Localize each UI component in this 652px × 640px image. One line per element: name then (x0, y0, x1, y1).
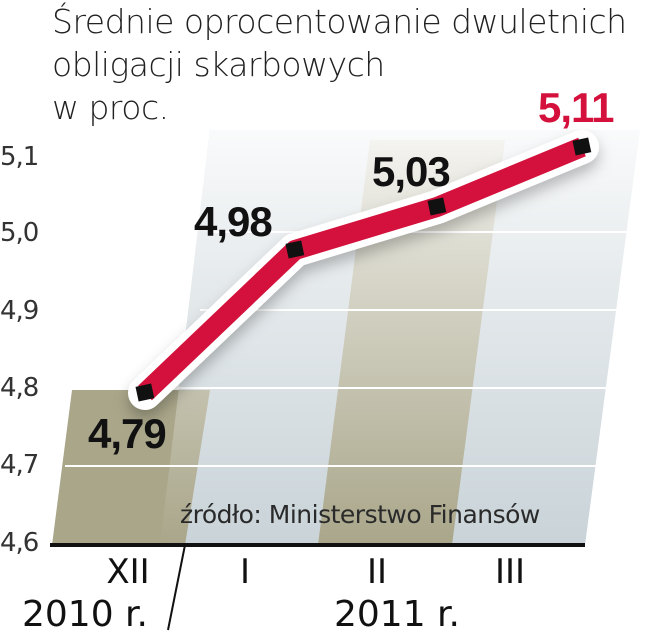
year-label-2010: 2010 r. (22, 594, 148, 635)
marker-iii (572, 137, 592, 156)
data-markers (135, 137, 592, 402)
chart-title: Średnie oprocentowanie dwuletnich obliga… (52, 0, 627, 129)
value-label-ii: 5,03 (372, 148, 451, 195)
value-label-i: 4,98 (194, 198, 273, 245)
y-tick: 5,0 (0, 218, 39, 248)
value-label-xii: 4,79 (88, 410, 167, 457)
series-line (138, 137, 586, 401)
source-note: źródło: Ministerstwo Finansów (180, 500, 540, 529)
marker-i (285, 240, 305, 259)
year-label-2011: 2011 r. (334, 594, 460, 635)
value-label-iii: 5,11 (538, 84, 614, 131)
marker-xii (135, 383, 155, 402)
y-tick: 4,6 (0, 528, 39, 558)
y-tick: 4,8 (0, 373, 39, 403)
x-label-iii: III (494, 552, 526, 592)
y-tick: 4,9 (0, 296, 39, 326)
title-line-1: Średnie oprocentowanie dwuletnich (52, 2, 627, 41)
marker-ii (427, 197, 447, 216)
title-line-3: w proc. (52, 88, 169, 127)
x-label-i: I (239, 552, 251, 592)
x-label-xii: XII (106, 552, 150, 592)
title-line-2: obligacji skarbowych (52, 45, 385, 84)
y-tick: 4,7 (0, 450, 39, 480)
x-label-ii: II (366, 552, 388, 592)
year-divider (167, 544, 186, 631)
y-tick: 5,1 (0, 142, 39, 172)
